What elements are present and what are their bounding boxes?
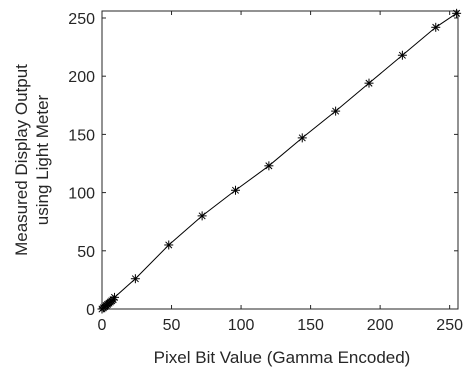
data-point [365,79,374,88]
data-point [298,133,307,142]
x-tick-label: 0 [98,317,107,334]
y-axis-label-line: Measured Display Output [12,64,31,256]
data-point [398,51,407,60]
data-point [131,274,140,283]
y-tick-label: 200 [68,69,95,86]
data-point [198,211,207,220]
x-tick-label: 250 [436,317,463,334]
y-tick-label: 50 [77,244,95,261]
x-axis-label: Pixel Bit Value (Gamma Encoded) [154,348,411,367]
y-tick-label: 100 [68,186,95,203]
data-point [110,293,119,302]
data-point [431,23,440,32]
x-tick-label: 200 [367,317,394,334]
data-point [331,107,340,116]
series-line [102,13,457,309]
y-axis-label-line: using Light Meter [33,94,52,225]
y-tick-label: 0 [86,302,95,319]
y-tick-label: 250 [68,11,95,28]
data-point [231,186,240,195]
data-point [264,161,273,170]
x-tick-label: 150 [297,317,324,334]
y-tick-label: 150 [68,127,95,144]
x-tick-label: 100 [228,317,255,334]
marks-layer: 0 50 100 150 200 250 0 50 100 150 200 250 Pixel Bit … [12,9,463,367]
data-point [452,9,461,18]
x-tick-label: 50 [163,317,181,334]
data-point [164,240,173,249]
